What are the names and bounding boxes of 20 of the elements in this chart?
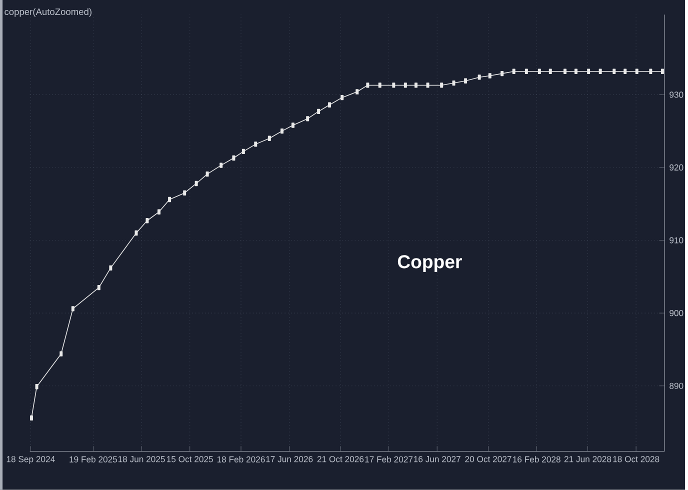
x-tick-label: 17 Jun 2026	[266, 456, 313, 462]
x-tick-label: 17 Feb 2027	[365, 456, 413, 462]
x-tick-label: 18 Sep 2024	[6, 456, 55, 464]
x-tick-label: 15 Oct 2025	[167, 456, 213, 462]
y-tick-label: 900	[670, 310, 684, 316]
y-tick-label: 910	[670, 237, 684, 244]
x-tick-label: 21 Jun 2028	[564, 456, 612, 462]
y-tick-label: 920	[670, 164, 684, 171]
annotation: Copper	[398, 255, 462, 272]
x-tick-label: 16 Jun 2027	[414, 456, 460, 462]
y-tick-label: 890	[670, 382, 684, 389]
x-tick-label: 19 Feb 2025	[70, 456, 118, 462]
x-tick-label: 18 Oct 2028	[613, 456, 660, 462]
x-tick-label: 20 Oct 2027	[465, 456, 512, 462]
y-tick-label: 930	[670, 92, 684, 98]
x-tick-label: 18 Jun 2025	[118, 456, 165, 462]
x-tick-label: 16 Feb 2028	[513, 456, 560, 462]
x-tick-label: 21 Oct 2026	[317, 456, 364, 462]
chart-title: copper(AutoZoomed)	[4, 8, 92, 17]
x-tick-label: 18 Feb 2026	[217, 456, 265, 462]
